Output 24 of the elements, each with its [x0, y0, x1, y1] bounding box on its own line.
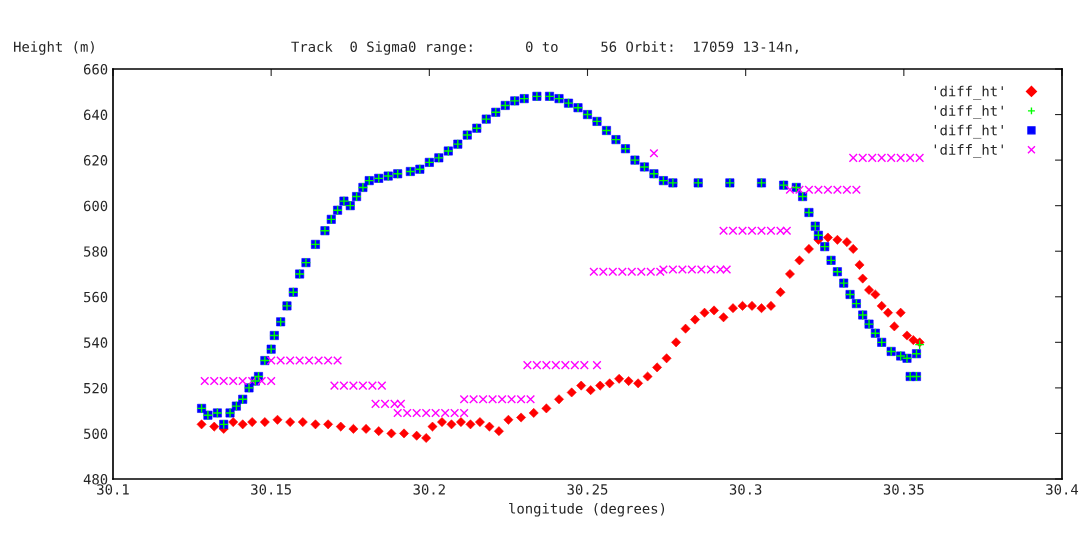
y-tick-label: 660 — [83, 64, 108, 75]
y-tick-label: 580 — [84, 246, 108, 257]
x-tick-label: 30.3 — [729, 484, 762, 495]
legend-label: 'diff_ht' — [934, 124, 1003, 139]
legend-label: 'diff_ht' — [934, 105, 1003, 120]
y-tick-label: 500 — [84, 428, 108, 439]
y-tick-label: 560 — [84, 291, 108, 303]
x-tick-label: 30.25 — [567, 484, 608, 495]
y-tick-label: 480 — [83, 474, 108, 485]
legend-label: 'diff_ht' — [934, 85, 1003, 100]
y-tick-label: 640 — [83, 109, 108, 121]
x-axis-title: longitude (degrees) — [509, 502, 665, 517]
y-tick-label: 620 — [83, 155, 108, 166]
x-tick-label: 30.1 — [97, 484, 129, 495]
chart-title: Track 0 Sigma0 range: 0 to 56 Orbit: 17059 13-14n, — [291, 41, 798, 55]
x-tick-label: 30.15 — [251, 484, 291, 495]
x-tick-label: 30.2 — [413, 484, 445, 495]
x-tick-label: 30.4 — [1046, 484, 1079, 495]
x-tick-label: 30.35 — [883, 484, 924, 495]
y-tick-label: 540 — [84, 337, 108, 348]
y-tick-label: 600 — [83, 200, 108, 212]
y-tick-label: 520 — [84, 382, 108, 394]
y-axis-title: Height (m) — [14, 41, 94, 55]
legend-label: 'diff_ht' — [934, 144, 1003, 158]
